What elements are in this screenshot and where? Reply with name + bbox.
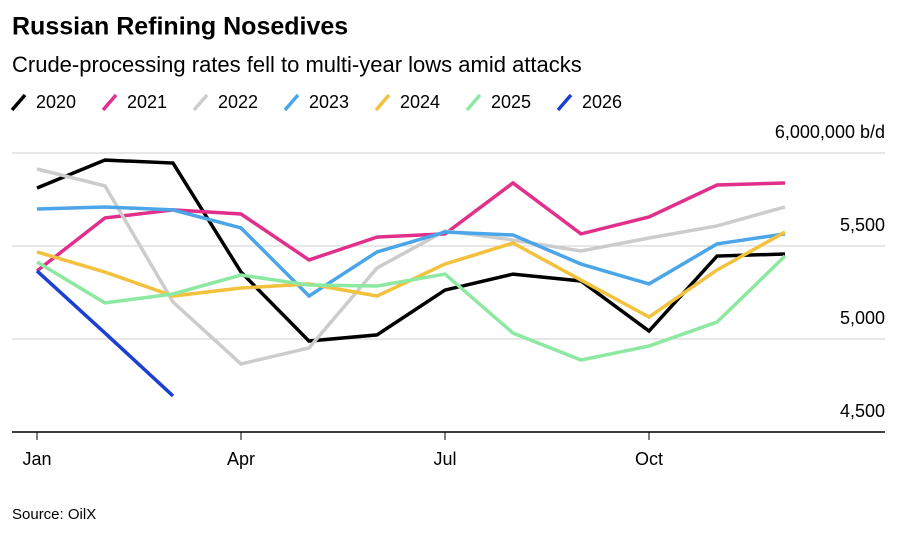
legend-marker <box>101 93 118 112</box>
series-line <box>36 158 786 343</box>
series-line <box>36 205 786 299</box>
legend-label: 2023 <box>309 92 349 112</box>
y-tick-label: 4,500 <box>840 401 885 421</box>
legend-label: 2022 <box>218 92 258 112</box>
x-tick-label: Oct <box>635 449 663 469</box>
legend-marker <box>10 93 27 112</box>
legend-label: 2026 <box>582 92 622 112</box>
y-tick-label: 5,000 <box>840 308 885 328</box>
legend-marker <box>556 93 573 112</box>
x-tick-label: Jan <box>22 449 51 469</box>
source: Source: OilX <box>12 506 96 523</box>
series-line <box>36 254 787 362</box>
y-tick-label: 6,000,000 b/d <box>775 122 885 142</box>
legend-label: 2020 <box>36 92 76 112</box>
legend-label: 2021 <box>127 92 167 112</box>
series-line <box>36 167 786 366</box>
legend-marker <box>192 93 209 112</box>
x-tick-label: Jul <box>433 449 456 469</box>
y-tick-label: 5,500 <box>840 215 885 235</box>
legend-label: 2024 <box>400 92 440 112</box>
legend-label: 2025 <box>491 92 531 112</box>
x-tick-label: Apr <box>227 449 255 469</box>
series-line <box>35 269 175 398</box>
series-line <box>35 180 786 273</box>
chart-subtitle: Crude-processing rates fell to multi-yea… <box>12 52 582 77</box>
legend-marker <box>465 93 482 112</box>
chart-title: Russian Refining Nosedives <box>12 13 348 41</box>
legend-marker <box>374 93 391 112</box>
legend-marker <box>283 93 300 112</box>
